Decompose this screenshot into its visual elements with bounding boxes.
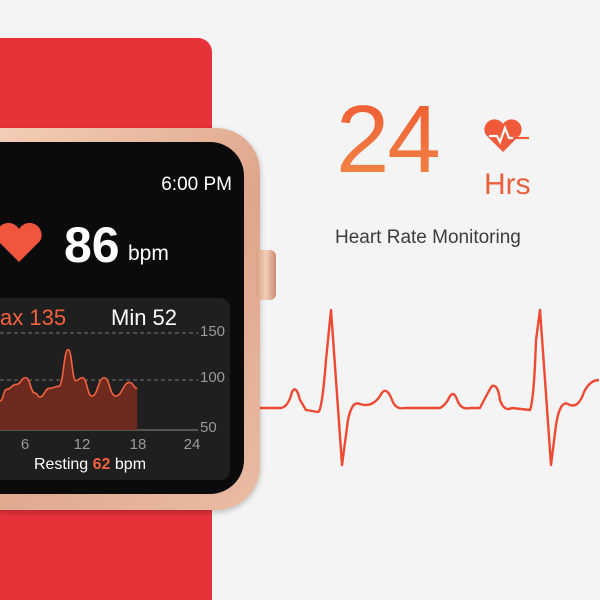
heart-rate-chart — [0, 332, 198, 431]
hours-unit: Hrs — [484, 168, 531, 201]
heart-icon — [0, 222, 42, 262]
y-tick-label: 100 — [200, 369, 226, 386]
heart-rate-chart-panel — [0, 298, 230, 480]
heart-rate-line — [0, 348, 138, 402]
heart-rate-area — [0, 349, 138, 430]
min-heart-rate: Min 52 — [111, 305, 178, 330]
x-tick-label: 24 — [183, 436, 201, 453]
x-tick-label: 12 — [73, 436, 91, 453]
monitoring-hours: 24 — [336, 86, 441, 193]
watch-crown[interactable] — [256, 250, 276, 300]
resting-unit: bpm — [114, 456, 147, 473]
heart-rate-unit: bpm — [128, 242, 169, 265]
y-tick-label: 50 — [200, 419, 217, 436]
watch-time: 6:00 PM — [161, 174, 232, 195]
max-heart-rate: ax 135 — [0, 305, 67, 330]
resting-heart-rate: Resting 62 bpm — [0, 456, 180, 474]
x-tick-label: 6 — [20, 436, 30, 453]
resting-label: Resting — [33, 456, 89, 473]
x-tick-label: 18 — [129, 436, 147, 453]
y-tick-label: 150 — [200, 323, 226, 340]
feature-title: Heart Rate Monitoring — [335, 227, 521, 248]
heart-rate-value: 86 — [64, 217, 120, 273]
heart-pulse-icon — [484, 119, 529, 152]
resting-value: 62 — [92, 456, 111, 473]
